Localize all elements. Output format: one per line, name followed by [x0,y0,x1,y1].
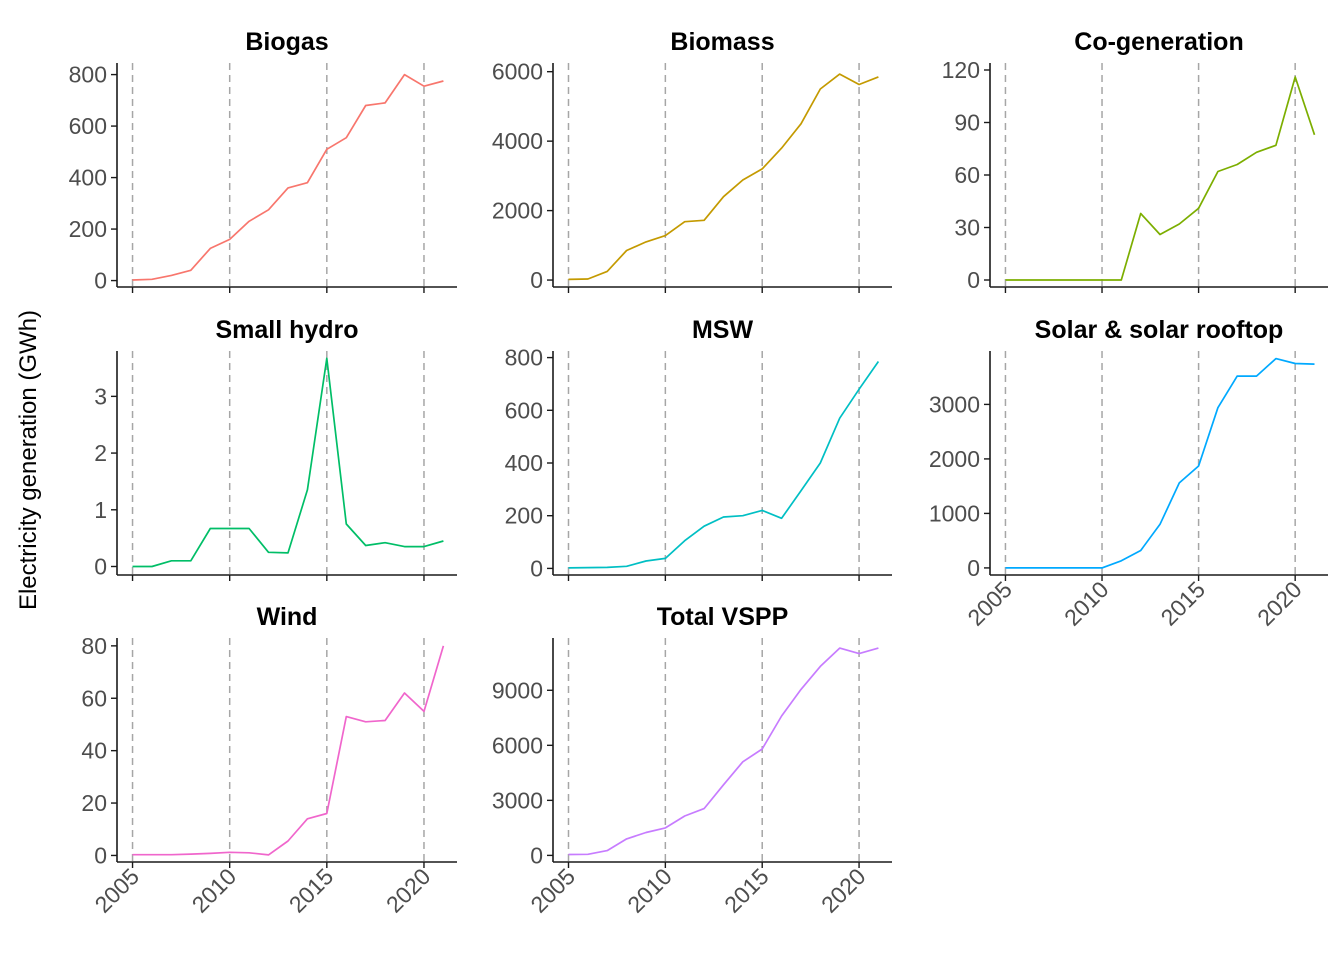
y-tick-label: 0 [94,842,107,868]
y-tick-label: 60 [81,685,107,711]
panel-title: Solar & solar rooftop [1035,316,1284,344]
y-tick-label: 400 [505,450,543,476]
x-tick-label: 2020 [381,863,436,918]
panel-title: Biomass [670,28,774,56]
panel-title: Total VSPP [657,603,789,631]
panel-4: MSW 0 200 400 600 800 [505,316,892,581]
panel-title: Wind [257,603,318,631]
panel-3: Small hydro 0 1 2 3 [94,316,457,581]
panel-title: Biogas [245,28,328,56]
y-tick-label: 200 [69,216,107,242]
y-tick-label: 6000 [492,732,543,758]
series-line-4 [568,361,880,569]
panel-0: Biogas 0 200 400 600 800 [69,28,457,294]
y-tick-label: 20 [81,790,107,816]
y-tick-label: 60 [954,162,980,188]
x-tick-label: 2015 [719,863,774,918]
panel-title: MSW [692,316,754,344]
y-tick-label: 1 [94,497,107,523]
y-tick-label: 600 [69,113,107,139]
panel-title: Co-generation [1074,28,1243,56]
x-tick-label: 2015 [1156,576,1211,631]
panel-title: Small hydro [215,316,358,344]
x-tick-label: 2005 [90,863,145,918]
y-tick-label: 600 [505,397,543,423]
y-tick-label: 2 [94,440,107,466]
x-tick-label: 2010 [1059,576,1114,631]
series-line-6 [132,645,445,856]
y-tick-label: 2000 [929,446,980,472]
y-tick-label: 0 [967,267,980,293]
x-tick-label: 2020 [816,863,871,918]
y-tick-label: 0 [967,555,980,581]
y-tick-label: 1000 [929,500,980,526]
y-tick-label: 4000 [492,128,543,154]
y-tick-label: 80 [81,633,107,659]
panel-5: Solar & solar rooftop 0 1000 2000 3000 2005 20… [929,316,1328,631]
y-tick-label: 9000 [492,677,543,703]
series-line-3 [132,357,444,568]
y-axis-label: Electricity generation (GWh) [15,310,42,610]
y-tick-label: 0 [94,553,107,579]
x-tick-label: 2005 [962,576,1017,631]
series-line-0 [132,73,444,281]
x-tick-label: 2010 [622,863,677,918]
y-tick-label: 800 [69,62,107,88]
y-tick-label: 90 [954,110,980,136]
y-tick-label: 6000 [492,59,543,85]
y-tick-label: 0 [530,842,543,868]
x-tick-label: 2005 [525,863,580,918]
panel-2: Co-generation 0 30 60 90 120 [942,28,1328,293]
series-line-7 [568,647,879,856]
y-tick-label: 0 [530,267,543,293]
panel-7: Total VSPP 0 3000 6000 9000 2005 2010 2015 2020 [492,603,892,918]
panel-1: Biomass 0 2000 4000 6000 [492,28,892,293]
y-tick-label: 30 [954,215,980,241]
y-tick-label: 3000 [929,391,980,417]
series-line-5 [1005,357,1315,569]
y-tick-label: 2000 [492,198,543,224]
panel-6: Wind 0 20 40 60 80 2005 2010 2015 2020 [81,603,457,918]
y-tick-label: 800 [505,345,543,371]
y-tick-label: 0 [94,268,107,294]
y-tick-label: 3 [94,383,107,409]
series-line-2 [1005,76,1316,281]
y-tick-label: 40 [81,738,107,764]
x-tick-label: 2020 [1252,576,1307,631]
x-tick-label: 2015 [284,863,339,918]
y-tick-label: 0 [530,555,543,581]
y-tick-label: 200 [505,503,543,529]
x-tick-label: 2010 [187,863,242,918]
y-tick-label: 120 [942,57,980,83]
y-tick-label: 3000 [492,787,543,813]
series-line-1 [568,73,879,281]
y-tick-label: 400 [69,165,107,191]
